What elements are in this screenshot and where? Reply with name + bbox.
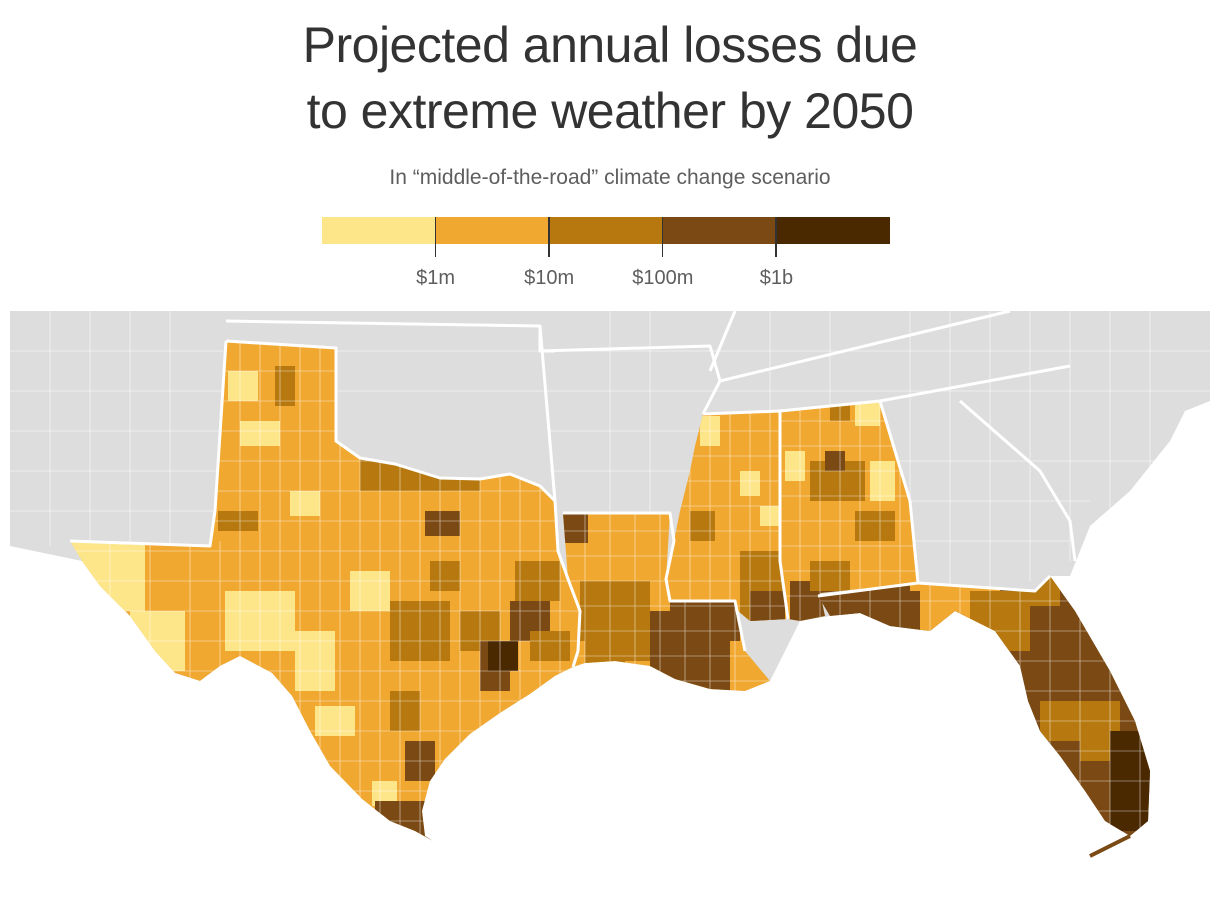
border-mississippi-alabama bbox=[702, 409, 790, 620]
texas-fill bbox=[70, 341, 580, 841]
legend-swatch-4 bbox=[662, 217, 777, 244]
border-tennessee bbox=[708, 311, 1071, 403]
border-louisiana-mississippi bbox=[563, 511, 747, 652]
legend-bar bbox=[322, 217, 890, 244]
neighbor-county-lines bbox=[10, 311, 1210, 591]
border-arkansas bbox=[538, 325, 722, 502]
state-borders bbox=[69, 311, 1077, 668]
choropleth-map bbox=[10, 311, 1210, 891]
border-alabama-georgia bbox=[779, 399, 1052, 593]
legend-tick-4 bbox=[775, 217, 777, 257]
legend-label-1m: $1m bbox=[416, 267, 456, 289]
legend-tick-1 bbox=[434, 217, 437, 257]
legend-swatch-5 bbox=[776, 217, 890, 244]
legend-tick-2 bbox=[548, 217, 550, 257]
legend-tick-3 bbox=[661, 217, 664, 257]
legend-swatch-2 bbox=[435, 217, 550, 244]
chart-title-line-1: Projected annual losses due bbox=[302, 17, 918, 73]
border-texas bbox=[69, 339, 582, 668]
chart-title-line-2: to extreme weather by 2050 bbox=[306, 83, 914, 139]
border-georgia-sc bbox=[959, 399, 1077, 562]
legend-swatch-3 bbox=[549, 217, 663, 244]
legend-label-1b: $1b bbox=[759, 267, 794, 289]
chart-title: Projected annual losses due to extreme w… bbox=[0, 12, 1220, 144]
florida-keys bbox=[1089, 834, 1131, 858]
gulf-of-mexico bbox=[10, 401, 1210, 891]
color-legend: $1m $10m $100m $1b bbox=[322, 217, 890, 289]
legend-label-10m: $10m bbox=[524, 267, 575, 289]
legend-label-100m: $100m bbox=[632, 267, 694, 289]
border-alabama-florida bbox=[817, 581, 919, 598]
legend-swatch-1 bbox=[322, 217, 436, 244]
chart-subtitle: In “middle-of-the-road” climate change s… bbox=[389, 166, 831, 189]
